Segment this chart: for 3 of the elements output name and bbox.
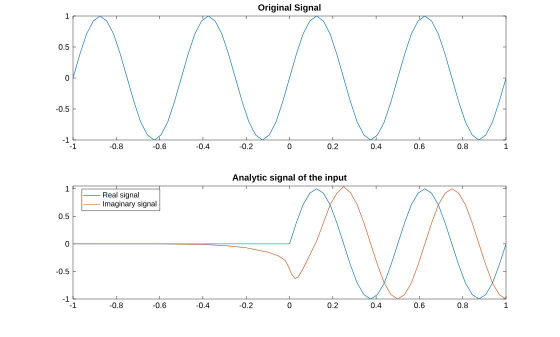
chart-title: Analytic signal of the input: [232, 174, 347, 183]
chart-title: Original Signal: [258, 4, 321, 13]
line-series: [73, 16, 506, 140]
